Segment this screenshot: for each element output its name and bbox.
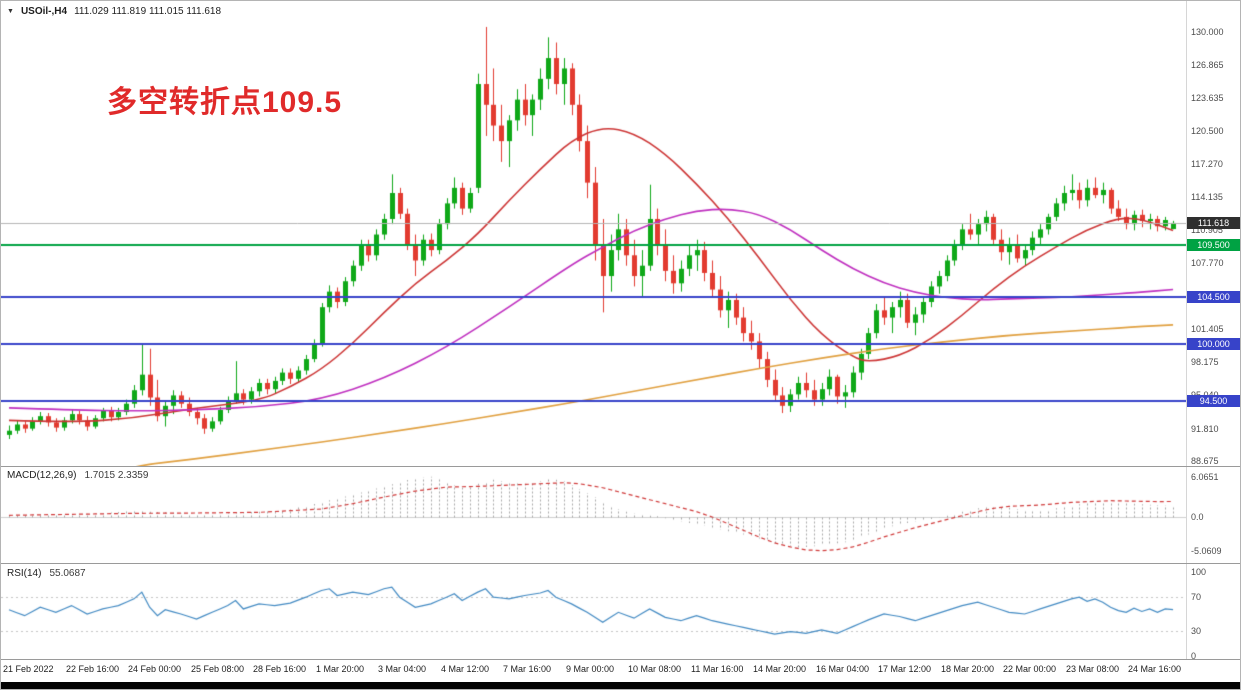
macd-indicator-header: MACD(12,26,9) 1.7015 2.3359 bbox=[7, 470, 148, 481]
price-tag-label: 104.500 bbox=[1187, 290, 1240, 303]
price-axis-label: 101.405 bbox=[1191, 323, 1224, 334]
price-axis-label: 88.675 bbox=[1191, 456, 1219, 467]
macd-axis-label: 6.0651 bbox=[1191, 471, 1219, 482]
time-axis-label: 10 Mar 08:00 bbox=[628, 664, 682, 674]
symbol-timeframe-label: USOil-,H4 bbox=[20, 6, 68, 17]
panel-separator-time-axis bbox=[1, 659, 1240, 660]
time-axis-label: 3 Mar 04:00 bbox=[378, 664, 427, 674]
chart-header: ▼ USOil-,H4 111.029 111.819 111.015 111.… bbox=[7, 6, 221, 17]
price-tag-label: 100.000 bbox=[1187, 337, 1240, 350]
price-axis-label: 117.270 bbox=[1191, 159, 1223, 170]
price-axis-label: 126.865 bbox=[1191, 59, 1224, 70]
price-axis-divider bbox=[1186, 1, 1187, 682]
time-axis-label: 24 Feb 00:00 bbox=[128, 664, 182, 674]
time-axis-label: 23 Mar 08:00 bbox=[1066, 664, 1120, 674]
rsi-label: RSI(14) bbox=[7, 568, 42, 579]
time-axis-label: 24 Mar 16:00 bbox=[1128, 664, 1182, 674]
macd-values: 1.7015 2.3359 bbox=[84, 470, 149, 481]
time-axis-label: 22 Feb 16:00 bbox=[66, 664, 120, 674]
time-axis-label: 1 Mar 20:00 bbox=[316, 664, 365, 674]
ohlc-readout: 111.029 111.819 111.015 111.618 bbox=[74, 6, 222, 17]
macd-axis-label: 0.0 bbox=[1191, 511, 1204, 522]
macd-panel-canvas[interactable] bbox=[1, 467, 1186, 563]
time-axis-label: 14 Mar 20:00 bbox=[753, 664, 807, 674]
price-axis-label: 107.770 bbox=[1191, 257, 1224, 268]
price-axis-label: 110.905 bbox=[1191, 225, 1223, 236]
price-axis-label: 120.500 bbox=[1191, 125, 1224, 136]
price-axis-label: 91.810 bbox=[1191, 423, 1219, 434]
rsi-value: 55.0687 bbox=[49, 568, 86, 579]
symbol-dropdown-icon[interactable]: ▼ bbox=[7, 8, 14, 15]
time-axis-label: 18 Mar 20:00 bbox=[941, 664, 995, 674]
time-axis-label: 22 Mar 00:00 bbox=[1003, 664, 1057, 674]
time-axis-label: 17 Mar 12:00 bbox=[878, 664, 932, 674]
rsi-axis-label: 0 bbox=[1191, 650, 1197, 661]
time-axis-label: 4 Mar 12:00 bbox=[441, 664, 490, 674]
macd-label: MACD(12,26,9) bbox=[7, 470, 77, 481]
panel-separator-macd[interactable] bbox=[1, 466, 1240, 467]
time-axis-label: 25 Feb 08:00 bbox=[191, 664, 245, 674]
panel-separator-rsi[interactable] bbox=[1, 563, 1240, 564]
rsi-indicator-header: RSI(14) 55.0687 bbox=[7, 568, 86, 579]
bottom-bar bbox=[1, 682, 1240, 689]
time-axis-label: 7 Mar 16:00 bbox=[503, 664, 552, 674]
rsi-axis-label: 100 bbox=[1191, 566, 1207, 577]
time-axis-label: 9 Mar 00:00 bbox=[566, 664, 615, 674]
rsi-axis-label: 30 bbox=[1191, 625, 1202, 636]
price-tag-label: 109.500 bbox=[1187, 238, 1240, 251]
time-axis-label: 11 Mar 16:00 bbox=[691, 664, 744, 674]
rsi-panel-canvas[interactable] bbox=[1, 564, 1186, 659]
price-chart-canvas[interactable] bbox=[1, 1, 1186, 466]
price-axis-label: 123.635 bbox=[1191, 93, 1224, 104]
price-axis-label: 130.000 bbox=[1191, 27, 1224, 38]
price-axis-label: 114.135 bbox=[1191, 191, 1223, 202]
price-tag-label: 111.618 bbox=[1187, 216, 1240, 229]
rsi-axis-label: 70 bbox=[1191, 592, 1202, 603]
chart-annotation-text: 多空转折点109.5 bbox=[107, 86, 343, 119]
time-axis-label: 21 Feb 2022 bbox=[3, 664, 54, 674]
price-axis-label: 98.175 bbox=[1191, 357, 1219, 368]
price-tag-label: 94.500 bbox=[1187, 394, 1240, 407]
time-axis-label: 16 Mar 04:00 bbox=[816, 664, 870, 674]
time-axis-label: 28 Feb 16:00 bbox=[253, 664, 307, 674]
macd-axis-label: -5.0609 bbox=[1191, 545, 1222, 556]
time-axis[interactable] bbox=[1, 660, 1240, 682]
